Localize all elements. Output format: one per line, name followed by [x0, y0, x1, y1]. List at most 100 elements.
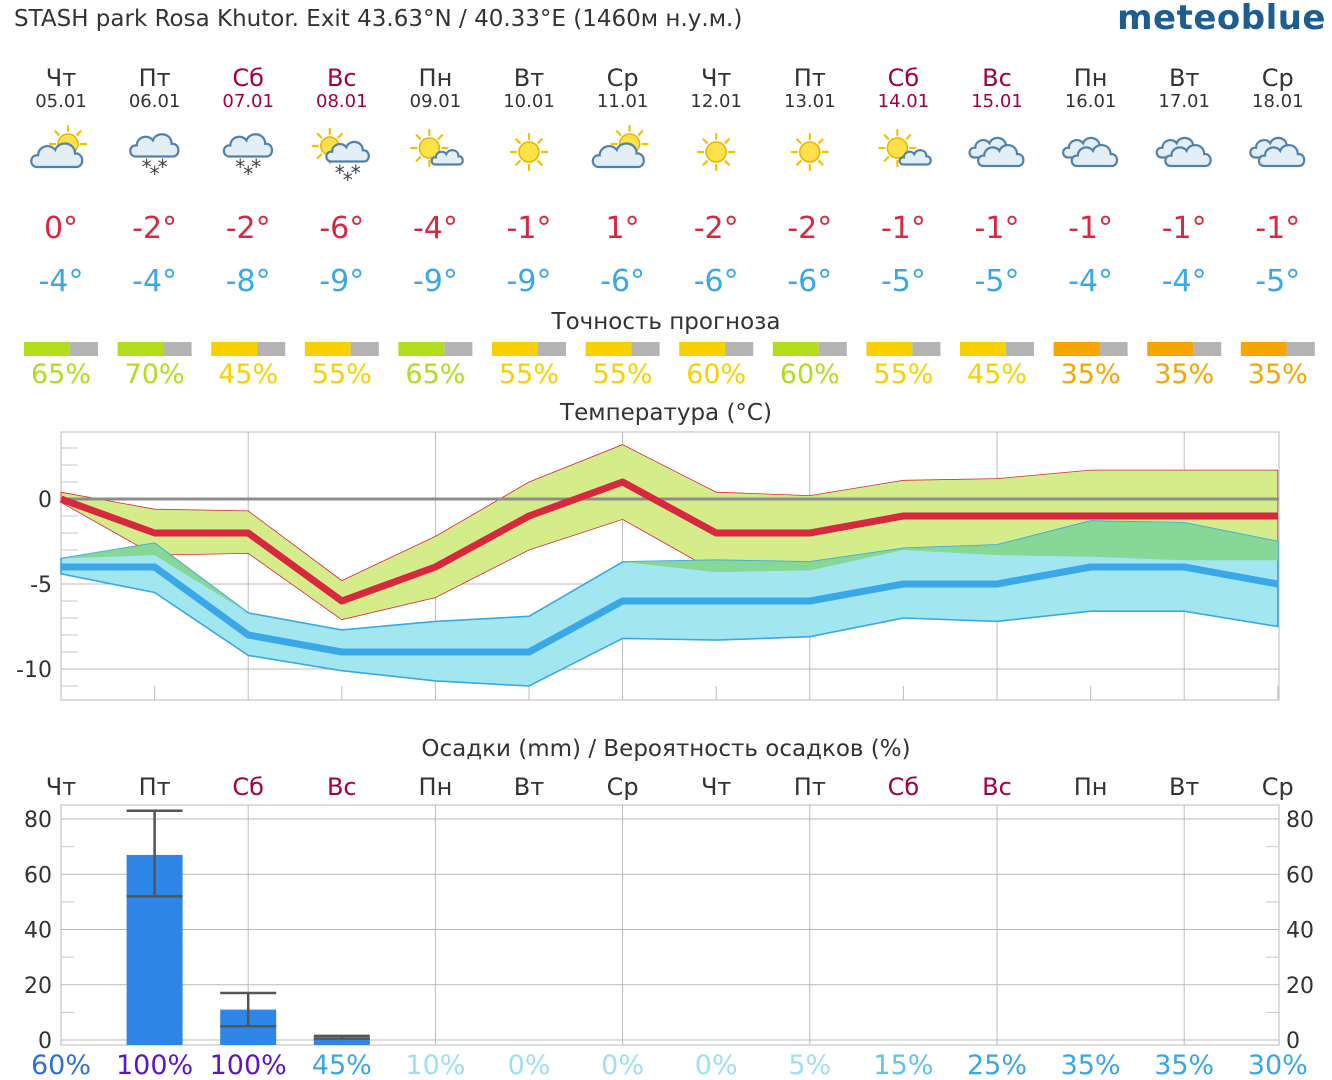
accuracy-percent-label: 55%: [312, 359, 372, 390]
precip-weekday-label: Пт: [794, 773, 826, 801]
sun-small-cloud-icon: [878, 128, 932, 168]
snowflake-glyph: *: [243, 162, 253, 186]
accuracy-bar-level: [866, 342, 913, 356]
day-tmin-label: -5°: [975, 264, 1020, 299]
accuracy-percent-label: 70%: [125, 359, 185, 390]
accuracy-bar-rest: [1193, 342, 1222, 356]
precip-probability-label: 35%: [1154, 1050, 1214, 1080]
day-weekday-label: Сб: [888, 64, 920, 92]
accuracy-section: Точность прогноза 65% 70% 45% 55% 65% 55% 55% 60…: [24, 309, 1315, 390]
accuracy-percent-label: 65%: [405, 359, 465, 390]
sun-ray: [316, 153, 323, 160]
day-tmin-label: -6°: [787, 264, 832, 299]
accuracy-percent-label: 45%: [967, 359, 1027, 390]
accuracy-bar-rest: [163, 342, 192, 356]
day-date-label: 12.01: [690, 91, 742, 112]
sun-disc: [518, 141, 540, 163]
day-weekday-label: Ср: [1262, 64, 1294, 92]
accuracy-bar-level: [960, 342, 1006, 356]
sun-small-cloud-icon: [410, 128, 464, 168]
accuracy-bar-rest: [818, 342, 847, 356]
snowflake-glyph: *: [235, 155, 245, 179]
precip-probability-label: 30%: [1248, 1050, 1308, 1080]
precip-probability-label: 45%: [312, 1050, 372, 1080]
cloud-icon: [1062, 136, 1119, 168]
day-weekday-label: Чт: [46, 64, 76, 92]
precip-weekday-label: Пн: [419, 773, 453, 801]
accuracy-bar-rest: [444, 342, 473, 356]
brand-logo[interactable]: meteoblue: [1117, 0, 1326, 38]
accuracy-bar-rest: [631, 342, 660, 356]
day-weekday-label: Сб: [232, 64, 264, 92]
precip-y-tick-label-left: 0: [38, 1029, 52, 1054]
accuracy-bar-level: [679, 342, 726, 356]
precip-weekday-label: Пн: [1074, 773, 1108, 801]
cloud-snow-icon: * **: [222, 133, 274, 186]
precipitation-section: Осадки (mm) / Вероятность осадков (%) Чт П…: [24, 736, 1314, 1080]
sun-ray: [883, 134, 890, 140]
precip-weekday-label: Сб: [232, 773, 264, 801]
cloud-shape: [1070, 144, 1119, 168]
accuracy-percent-label: 35%: [1061, 359, 1121, 390]
day-weekday-label: Пт: [139, 64, 171, 92]
day-date-label: 11.01: [597, 91, 649, 112]
precip-y-tick-label-right: 60: [1286, 863, 1314, 888]
day-date-label: 18.01: [1252, 91, 1304, 112]
day-weekday-label: Пт: [794, 64, 826, 92]
precip-weekday-label: Чт: [701, 773, 731, 801]
day-tmax-label: -2°: [132, 211, 177, 246]
sun-behind-cloud-icon: [591, 124, 649, 169]
sun-ray: [817, 160, 824, 166]
precip-probability-label: 60%: [31, 1050, 91, 1080]
cloud-icon: [1155, 136, 1212, 168]
temperature-title: Температура (°C): [559, 400, 772, 426]
cloud-shape: [325, 140, 370, 163]
precipitation-plot-area: [60, 804, 1280, 1046]
day-date-label: 14.01: [878, 91, 930, 112]
day-tmax-label: -1°: [1255, 211, 1300, 246]
day-date-label: 07.01: [222, 91, 274, 112]
precip-weekday-label: Вс: [327, 773, 357, 801]
sun-ray: [905, 134, 912, 140]
sun-cloud-snow-icon: * **: [311, 127, 370, 192]
precip-probability-label: 35%: [1061, 1050, 1121, 1080]
precip-probability-label: 5%: [788, 1050, 831, 1080]
day-tmax-label: 1°: [606, 211, 640, 246]
precip-weekday-label: Вс: [982, 773, 1012, 801]
sun-disc: [705, 141, 727, 163]
accuracy-percent-label: 60%: [780, 359, 840, 390]
snowflake-glyph: *: [335, 161, 345, 185]
accuracy-percent-label: 65%: [31, 359, 91, 390]
cloud-shape: [129, 133, 180, 158]
accuracy-bar-rest: [537, 342, 566, 356]
sun-ray: [615, 130, 622, 136]
accuracy-bar-level: [24, 342, 70, 356]
day-weekday-label: Вс: [327, 64, 357, 92]
day-date-label: 17.01: [1158, 91, 1210, 112]
precip-probability-label: 10%: [405, 1050, 465, 1080]
precip-weekday-label: Пт: [139, 773, 171, 801]
day-date-label: 06.01: [129, 91, 181, 112]
accuracy-bar-level: [1147, 342, 1194, 356]
accuracy-bar-level: [772, 342, 819, 356]
sun-ray: [415, 134, 422, 140]
sun-ray: [316, 132, 323, 139]
day-weekday-label: Вс: [982, 64, 1012, 92]
accuracy-bar-level: [398, 342, 445, 356]
accuracy-percent-label: 55%: [499, 359, 559, 390]
accuracy-bar-level: [585, 342, 632, 356]
sun-disc: [799, 141, 821, 163]
precipitation-title: Осадки (mm) / Вероятность осадков (%): [421, 736, 910, 762]
sun-ray: [817, 138, 824, 144]
accuracy-bar-level: [1053, 342, 1100, 356]
day-tmax-label: -1°: [1162, 211, 1207, 246]
day-weekday-label: Ср: [607, 64, 639, 92]
accuracy-bar-rest: [912, 342, 941, 356]
day-tmax-label: -4°: [413, 211, 458, 246]
day-weekday-label: Чт: [701, 64, 731, 92]
day-tmin-label: -5°: [1255, 264, 1300, 299]
day-date-label: 09.01: [410, 91, 462, 112]
accuracy-bar-rest: [1005, 342, 1034, 356]
day-tmin-label: -9°: [319, 264, 364, 299]
